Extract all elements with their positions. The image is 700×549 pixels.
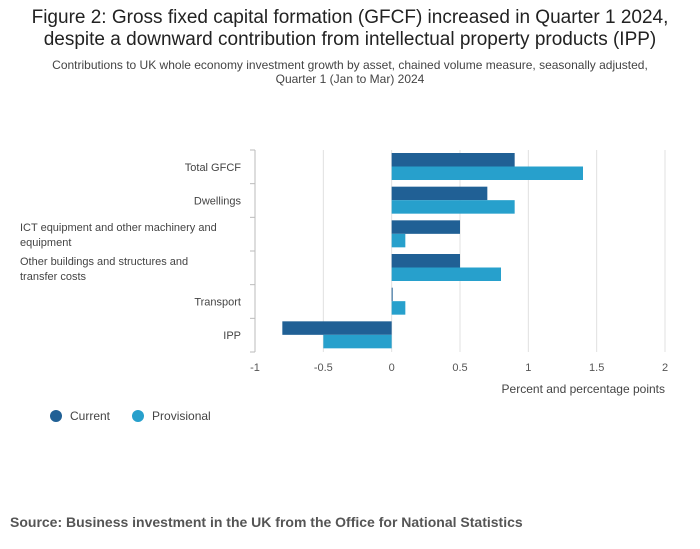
category-label: Other buildings and structures and: [20, 256, 188, 268]
bar-current: [391, 186, 488, 201]
x-tick-label: 1: [525, 362, 531, 374]
legend-swatch-provisional: [132, 410, 145, 422]
category-label: Dwellings: [194, 196, 242, 208]
bar-current: [391, 220, 460, 234]
bar-provisional: [391, 301, 406, 315]
bar-current: [391, 287, 393, 302]
category-label: ICT equipment and other machinery and: [20, 222, 217, 234]
x-tick-label: 2: [662, 362, 668, 374]
legend-label-current: Current: [70, 409, 111, 423]
category-label: equipment: [20, 237, 71, 249]
bar-provisional: [391, 267, 501, 281]
category-label: transfer costs: [20, 271, 87, 283]
legend-item-current[interactable]: Current: [50, 409, 110, 423]
legend-label-provisional: Provisional: [152, 409, 211, 423]
bar-current: [282, 321, 392, 335]
category-label: Transport: [194, 297, 241, 309]
source-note: Source: Business investment in the UK fr…: [10, 514, 523, 530]
chart-title-line-2: despite a downward contribution from int…: [43, 29, 657, 50]
x-axis-title: Percent and percentage points: [502, 382, 665, 396]
bar-provisional: [391, 200, 515, 214]
chart-subtitle: Contributions to UK whole economy invest…: [0, 58, 700, 86]
chart-subtitle-line-1: Contributions to UK whole economy invest…: [52, 58, 648, 72]
bar-provisional: [391, 233, 406, 248]
bar-provisional: [391, 166, 583, 180]
category-label: Total GFCF: [185, 162, 242, 174]
x-tick-label: 0.5: [452, 362, 467, 374]
x-tick-label: -1: [250, 362, 260, 374]
chart-title: Figure 2: Gross fixed capital formation …: [0, 7, 700, 51]
bar-current: [391, 254, 460, 268]
legend-swatch-current: [50, 410, 62, 422]
bar-current: [391, 153, 515, 167]
x-tick-label: 1.5: [589, 362, 604, 374]
chart-subtitle-line-2: Quarter 1 (Jan to Mar) 2024: [275, 72, 425, 86]
x-tick-label: 0: [389, 362, 395, 374]
chart-title-line-1: Figure 2: Gross fixed capital formation …: [31, 7, 669, 28]
chart-legend: Current Provisional: [50, 409, 233, 423]
category-label: IPP: [223, 330, 241, 342]
bar-provisional: [323, 334, 392, 349]
x-tick-label: -0.5: [314, 362, 333, 374]
legend-item-provisional[interactable]: Provisional: [132, 409, 211, 423]
